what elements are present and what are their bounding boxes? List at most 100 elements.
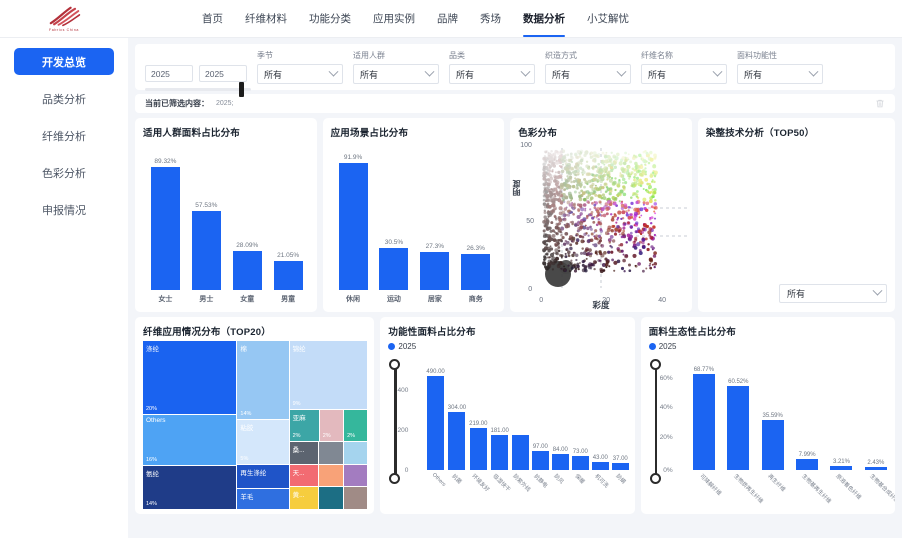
bar-column[interactable]: 73.00 [571,361,589,470]
slider-knob-bottom[interactable] [649,473,661,484]
sidebar-item-declaration-status[interactable]: 申报情况 [42,204,86,217]
filter-functionality-select[interactable]: 所有 [737,64,823,84]
bar-column[interactable]: 97.00 [531,361,549,470]
bar-column[interactable]: 7.99% [794,361,820,470]
treemap-cell-tencel[interactable]: 天... [289,464,319,487]
bar-column[interactable]: 28.09% [232,152,262,290]
bar[interactable] [692,374,715,470]
year-slider-thumb[interactable] [239,82,244,97]
trash-icon[interactable] [875,98,885,109]
bar[interactable] [469,428,487,470]
bar-column[interactable]: 181.00 [490,361,509,470]
treemap-cell-cotton[interactable]: 棉 14% [237,341,289,419]
treemap-cell-others[interactable]: Others 16% [143,415,237,465]
treemap-cell-misc-1[interactable] [319,442,343,464]
bar-column[interactable]: 91.9% [338,152,368,290]
bar[interactable] [511,435,529,470]
bar[interactable] [191,210,221,290]
filter-fiber-name-select[interactable]: 所有 [641,64,727,84]
bar-column[interactable]: 26.3% [461,152,491,290]
slider-knob-top[interactable] [389,359,401,370]
bar[interactable] [427,376,445,470]
slider-knob-top[interactable] [649,359,661,370]
sidebar-item-overview[interactable]: 开发总览 [14,48,114,75]
bar-column[interactable]: 2.43% [863,361,889,470]
bar[interactable] [591,461,609,470]
filter-season-select[interactable]: 所有 [257,64,343,84]
nav-item-fiber-materials[interactable]: 纤维材料 [245,13,287,25]
treemap-cell-viscose[interactable]: 粘胶 5% [237,419,289,465]
nav-item-assistant[interactable]: 小艾解忧 [587,13,629,25]
treemap-cell-recycled-polyester[interactable]: 再生涤纶 [237,465,289,489]
bar[interactable] [273,260,303,290]
scatter-plot-color[interactable]: 100 50 0 0 20 40 [518,142,689,306]
nav-item-brand[interactable]: 品牌 [437,13,458,25]
filter-weaving-select[interactable]: 所有 [545,64,631,84]
bar-column[interactable]: 30.5% [379,152,409,290]
nav-item-function-category[interactable]: 功能分类 [309,13,351,25]
treemap-cell-lyocell[interactable]: 2% [344,409,368,442]
nav-item-application-cases[interactable]: 应用实例 [373,13,415,25]
sidebar-item-fiber-analysis[interactable]: 纤维分析 [42,130,86,143]
treemap-cell-misc-5[interactable] [319,487,343,510]
bar[interactable] [796,458,819,470]
sidebar-item-color-analysis[interactable]: 色彩分析 [42,167,86,180]
nav-item-data-analysis[interactable]: 数据分析 [523,0,565,37]
bar[interactable] [830,465,853,470]
treemap-cell-polyester[interactable]: 涤纶 20% [143,341,237,415]
vertical-range-slider[interactable] [389,359,401,484]
bar[interactable] [379,247,409,290]
bar-column[interactable]: 68.77% [691,361,717,470]
bar[interactable] [761,420,784,470]
treemap-cell-misc-3[interactable] [319,464,343,487]
bar-column[interactable]: 37.00 [611,361,629,470]
bar-column[interactable]: 3.21% [828,361,854,470]
treemap-cell-misc-4[interactable] [343,464,368,487]
treemap-cell-linen[interactable]: 亚麻 2% [289,409,319,442]
year-end-input[interactable]: 2025 [199,65,247,82]
treemap-cell-wool[interactable]: 羊毛 [237,489,289,509]
treemap-cell-misc-6[interactable] [343,487,368,510]
bar[interactable] [571,456,589,470]
bar-column[interactable]: 490.00 [426,361,445,470]
bar[interactable] [150,166,180,290]
bar[interactable] [338,163,368,290]
treemap-cell-nylon[interactable]: 锦纶 9% [289,341,368,409]
slider-knob-bottom[interactable] [389,473,401,484]
nav-item-home[interactable]: 首页 [202,13,223,25]
filter-audience-select[interactable]: 所有 [353,64,439,84]
bar[interactable] [461,253,491,290]
bar[interactable] [448,411,466,470]
treemap-cell-spandex[interactable]: 氨纶 14% [143,465,237,509]
bar-column[interactable]: 21.05% [273,152,303,290]
year-range-control[interactable]: 2025 2025 [145,65,251,97]
treemap-cell-jute[interactable]: 黄... [289,487,319,510]
bar-column[interactable]: 27.3% [420,152,450,290]
bar-column[interactable]: 57.53% [191,152,221,290]
bar-column[interactable]: 43.00 [591,361,609,470]
bar-column[interactable]: 84.00 [551,361,569,470]
year-slider-track[interactable] [145,88,251,91]
bar[interactable] [864,466,887,470]
bar-column[interactable]: 304.00 [448,361,466,470]
sidebar-item-category-analysis[interactable]: 品类分析 [42,93,86,106]
bar-column[interactable]: 60.52% [725,361,751,470]
bar[interactable] [551,453,569,470]
bar[interactable] [232,251,262,290]
vertical-range-slider[interactable] [649,359,662,484]
bar-column[interactable]: 89.32% [150,152,180,290]
treemap-cell-misc-2[interactable] [343,442,368,464]
bar[interactable] [531,451,549,470]
nav-item-showroom[interactable]: 秀场 [480,13,501,25]
dyeing-technology-select[interactable]: 所有 [779,284,888,303]
bar[interactable] [491,435,509,470]
year-start-input[interactable]: 2025 [145,65,193,82]
brand-logo[interactable]: Fabrics China [0,5,128,32]
bar-column[interactable]: 35.59% [759,361,785,470]
filter-category-select[interactable]: 所有 [449,64,535,84]
bar[interactable] [420,252,450,290]
treemap-cell-silk[interactable]: 2% [319,409,344,442]
bar[interactable] [727,385,750,470]
treemap-cell-mulberry[interactable]: 桑... [289,442,319,464]
bar-column[interactable] [511,361,529,470]
